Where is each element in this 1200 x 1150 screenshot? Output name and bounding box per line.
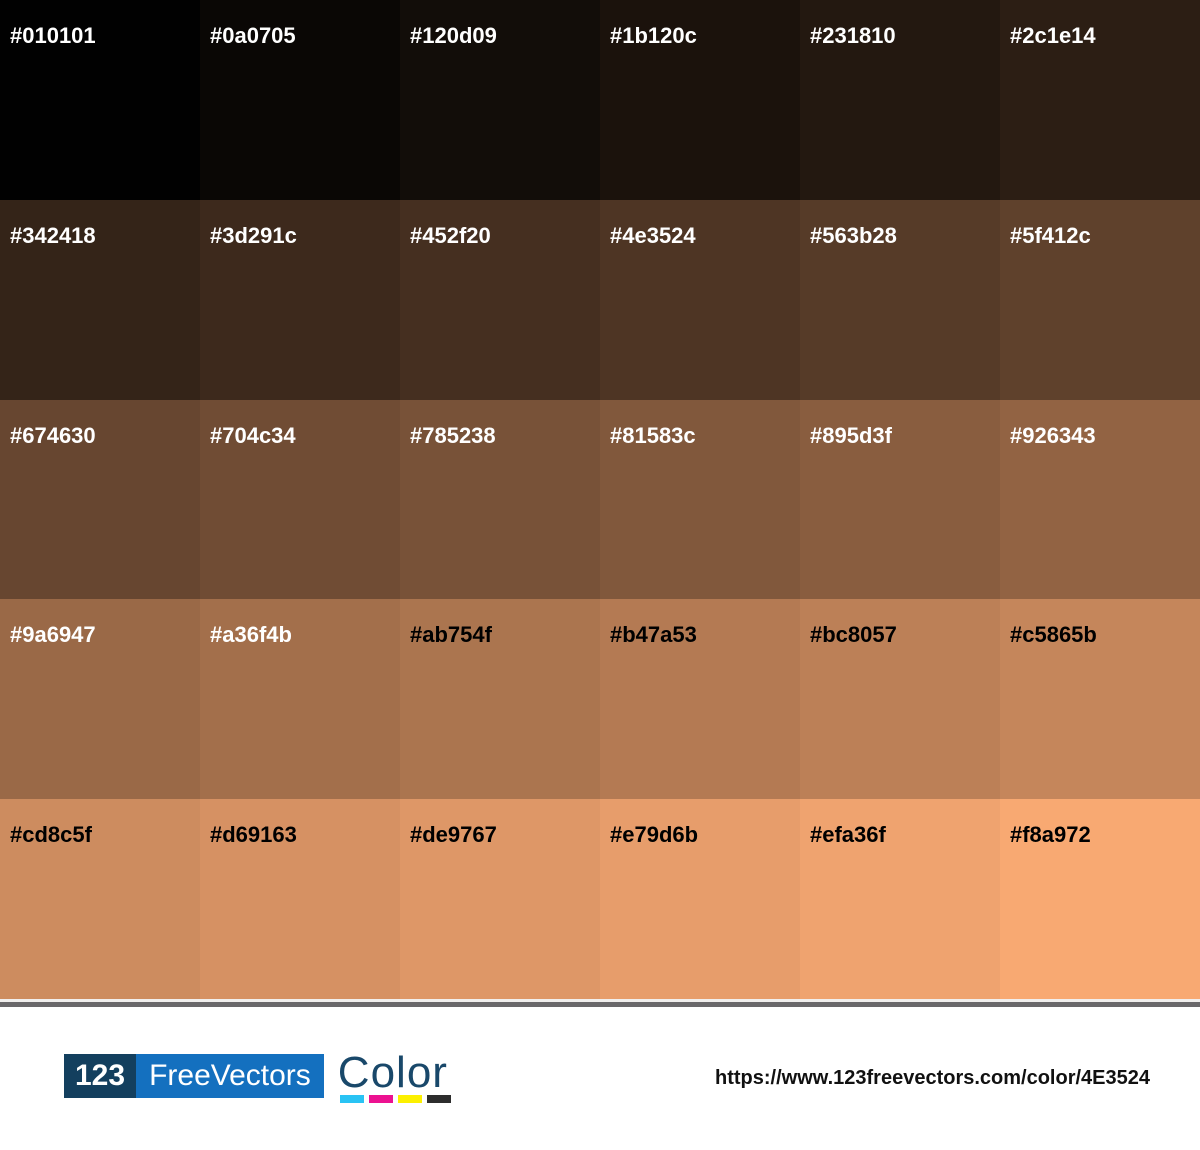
color-hex-label: #bc8057 — [810, 622, 897, 648]
cmyk-bars-icon — [339, 1095, 451, 1104]
logo-number: 123 — [64, 1053, 137, 1098]
color-swatch: #0a0705 — [200, 0, 400, 200]
color-swatch: #785238 — [400, 399, 600, 600]
cmyk-bar-icon — [368, 1095, 393, 1104]
color-hex-label: #785238 — [410, 422, 496, 448]
color-hex-label: #cd8c5f — [10, 822, 92, 848]
color-hex-label: #563b28 — [810, 222, 897, 248]
color-hex-label: #342418 — [10, 222, 96, 248]
footer: 123 FreeVectors Color https://www.123fre… — [0, 1007, 1200, 1150]
color-hex-label: #9a6947 — [10, 622, 96, 648]
color-swatch: #926343 — [1000, 399, 1200, 600]
color-swatch: #a36f4b — [200, 599, 400, 800]
color-hex-label: #3d291c — [210, 222, 297, 248]
color-swatch: #674630 — [0, 399, 200, 600]
color-swatch: #b47a53 — [600, 599, 800, 800]
color-hex-label: #b47a53 — [610, 622, 697, 648]
color-hex-label: #704c34 — [210, 422, 296, 448]
color-swatch: #704c34 — [200, 399, 400, 600]
color-swatch: #f8a972 — [1000, 799, 1200, 999]
color-swatch: #5f412c — [1000, 199, 1200, 400]
color-hex-label: #c5865b — [1010, 622, 1097, 648]
source-url-text: https://www.123freevectors.com/color/4E3… — [715, 1067, 1150, 1089]
color-hex-label: #5f412c — [1010, 222, 1091, 248]
color-hex-label: #ab754f — [410, 622, 492, 648]
color-swatch: #4e3524 — [600, 199, 800, 400]
color-hex-label: #1b120c — [610, 23, 697, 48]
color-swatch: #231810 — [800, 0, 1000, 200]
color-hex-label: #120d09 — [410, 23, 497, 48]
color-hex-label: #efa36f — [810, 822, 886, 848]
color-hex-label: #452f20 — [410, 222, 491, 248]
color-swatch: #cd8c5f — [0, 799, 200, 999]
color-hex-label: #674630 — [10, 422, 96, 448]
color-hex-label: #895d3f — [810, 422, 892, 448]
logo-name: FreeVectors — [136, 1053, 324, 1098]
color-swatch: #120d09 — [400, 0, 600, 200]
color-hex-label: #f8a972 — [1010, 822, 1091, 848]
brand-logo-badge: 123 FreeVectors — [64, 1053, 324, 1098]
color-hex-label: #0a0705 — [210, 23, 296, 48]
color-hex-label: #d69163 — [210, 822, 297, 848]
color-hex-label: #4e3524 — [610, 222, 696, 248]
cmyk-bar-icon — [426, 1095, 451, 1104]
color-swatch: #452f20 — [400, 199, 600, 400]
color-hex-label: #de9767 — [410, 822, 497, 848]
color-swatch: #e79d6b — [600, 799, 800, 999]
color-grid: #010101 #0a0705 #120d09 #1b120c #231810 #2c1e… — [0, 0, 1200, 999]
cmyk-bar-icon — [397, 1095, 422, 1104]
color-hex-label: #926343 — [1010, 422, 1096, 448]
brand-logo: 123 FreeVectors Color — [64, 1047, 451, 1104]
color-swatch: #d69163 — [200, 799, 400, 999]
divider-gap — [0, 999, 1200, 1002]
color-hex-label: #a36f4b — [210, 622, 292, 648]
color-hex-label: #e79d6b — [610, 822, 699, 848]
color-swatch: #c5865b — [1000, 599, 1200, 800]
color-swatch: #342418 — [0, 199, 200, 400]
color-hex-label: #010101 — [10, 23, 96, 48]
color-swatch: #3d291c — [200, 199, 400, 400]
color-swatch: #bc8057 — [800, 599, 1000, 800]
color-swatch: #de9767 — [400, 799, 600, 999]
logo-color-block: Color — [337, 1047, 451, 1104]
color-swatch: #81583c — [600, 399, 800, 600]
cmyk-bar-icon — [339, 1095, 364, 1104]
color-hex-label: #231810 — [810, 23, 896, 48]
color-swatch: #ab754f — [400, 599, 600, 800]
color-swatch: #9a6947 — [0, 599, 200, 800]
logo-color-text: Color — [337, 1047, 448, 1097]
color-swatch: #2c1e14 — [1000, 0, 1200, 200]
color-hex-label: #2c1e14 — [1010, 23, 1096, 48]
color-swatch: #efa36f — [800, 799, 1000, 999]
color-swatch: #563b28 — [800, 199, 1000, 400]
divider-bar — [0, 1002, 1200, 1007]
color-swatch: #010101 — [0, 0, 200, 200]
color-hex-label: #81583c — [610, 422, 696, 448]
color-swatch: #895d3f — [800, 399, 1000, 600]
color-swatch: #1b120c — [600, 0, 800, 200]
